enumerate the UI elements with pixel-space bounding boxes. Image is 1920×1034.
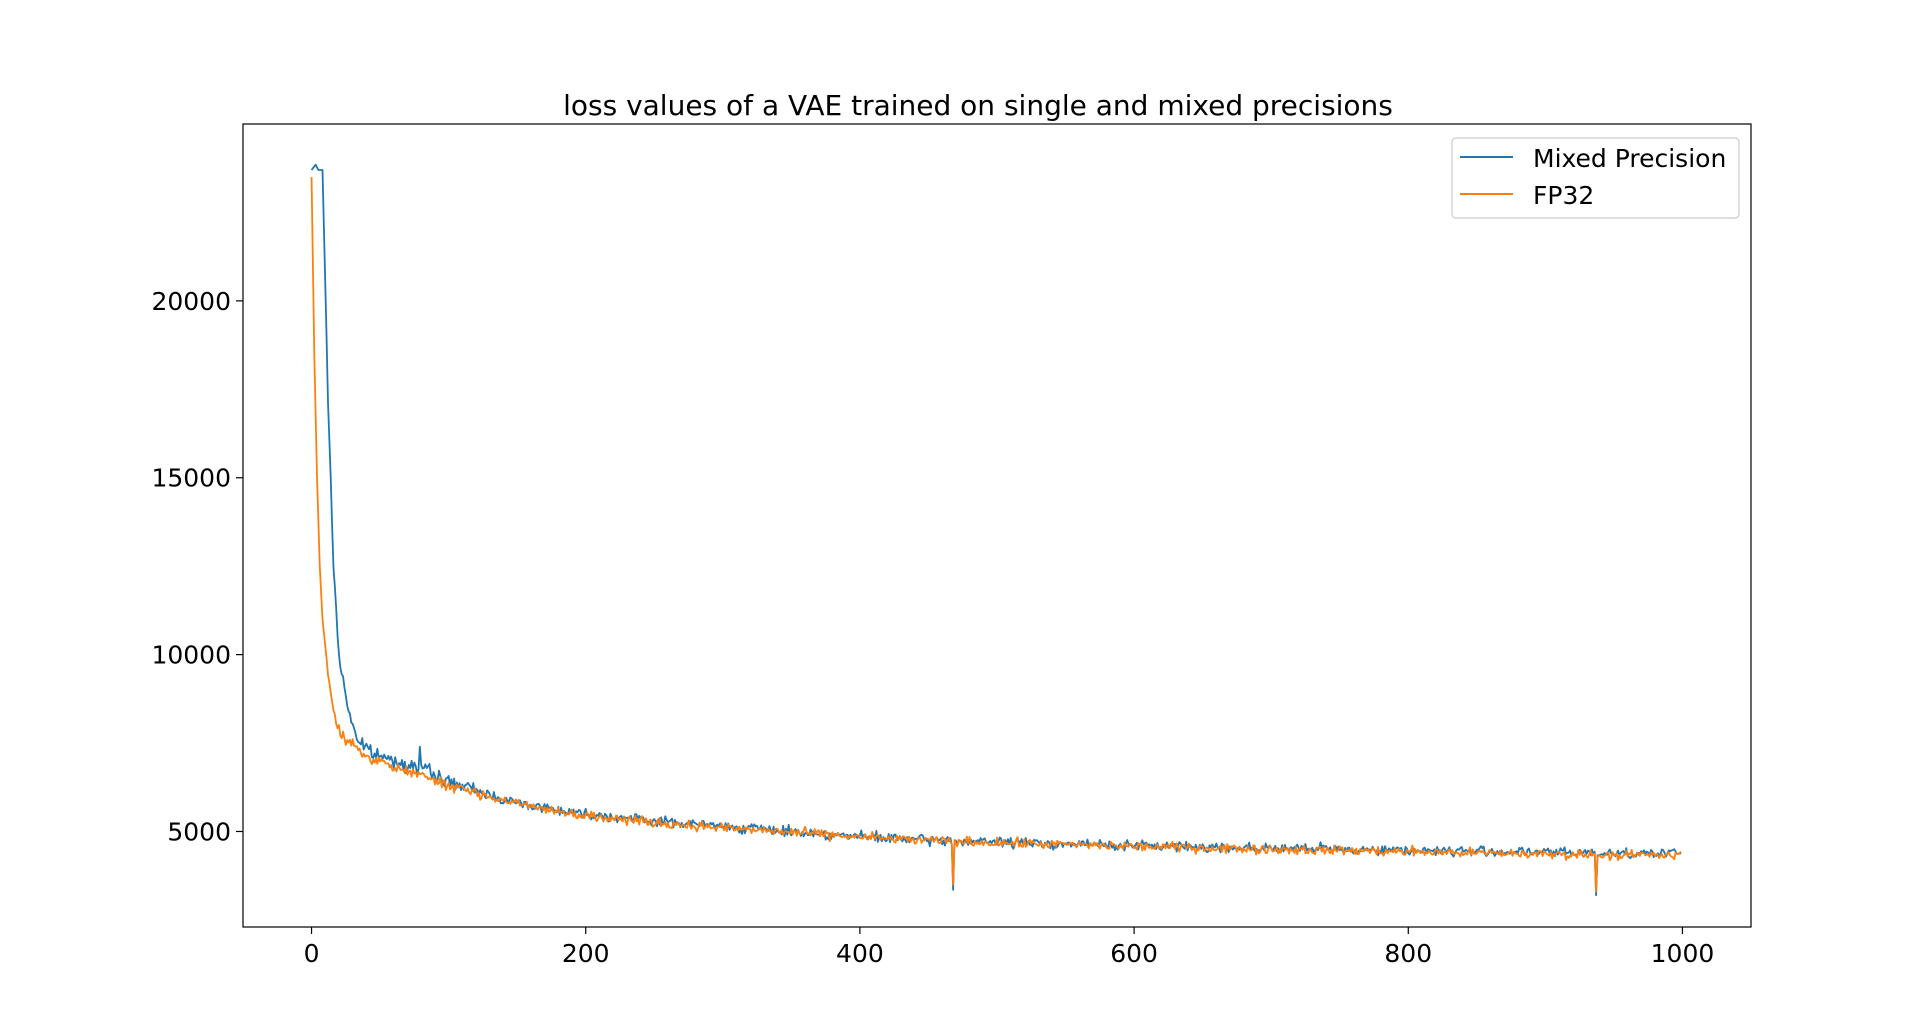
chart-title: loss values of a VAE trained on single a…: [563, 89, 1393, 122]
y-tick-label: 20000: [151, 287, 231, 316]
x-tick-label: 800: [1384, 939, 1432, 968]
x-tick-label: 600: [1110, 939, 1158, 968]
y-tick-label: 5000: [167, 817, 231, 846]
x-axis: 0 200 400 600 800 1000: [304, 927, 1715, 968]
legend-box: [1451, 137, 1740, 219]
legend-label-fp32: FP32: [1533, 181, 1594, 210]
axes-frame: [242, 123, 1752, 928]
x-tick-label: 0: [304, 939, 320, 968]
x-tick-label: 200: [562, 939, 610, 968]
legend-label-mixed-precision: Mixed Precision: [1533, 144, 1726, 173]
y-tick-label: 15000: [151, 464, 231, 493]
plot-area: [310, 163, 1682, 897]
series-line-fp32: [310, 177, 1682, 893]
legend: Mixed Precision FP32: [1451, 137, 1740, 219]
x-tick-label: 1000: [1651, 939, 1715, 968]
x-tick-label: 400: [836, 939, 884, 968]
y-tick-label: 10000: [151, 641, 231, 670]
y-axis: 5000 10000 15000 20000: [151, 287, 243, 846]
